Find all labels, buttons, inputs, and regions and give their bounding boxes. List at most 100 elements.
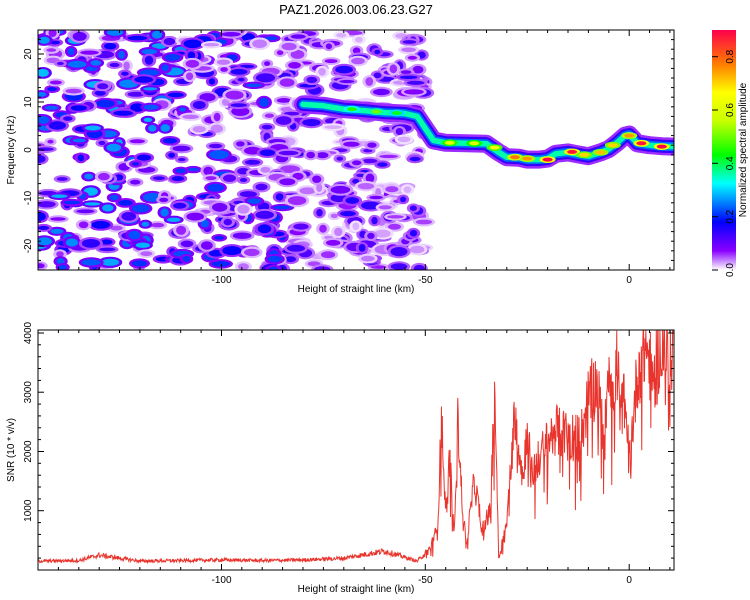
ridge-peak <box>444 140 455 145</box>
noise-blob <box>374 229 391 238</box>
noise-blob <box>97 83 109 90</box>
noise-blob <box>324 125 342 129</box>
noise-blob <box>321 251 336 259</box>
ridge-peak <box>607 143 618 148</box>
spectrogram-ridge <box>294 95 674 169</box>
noise-blob <box>275 193 284 201</box>
noise-blob <box>236 141 245 147</box>
noise-blob <box>377 162 388 167</box>
noise-blob <box>72 138 86 143</box>
noise-blob <box>81 259 101 266</box>
colorbar-tick-label: 0.8 <box>725 49 736 63</box>
noise-blob <box>334 227 343 237</box>
ridge-peak <box>579 152 590 157</box>
noise-blob <box>371 216 378 225</box>
noise-blob <box>98 140 106 146</box>
spectrogram-x-label: Height of straight line (km) <box>298 284 415 295</box>
noise-blob <box>299 187 316 195</box>
noise-blob <box>302 119 321 127</box>
colorbar-tick-label: 0.2 <box>725 209 736 223</box>
noise-blob <box>67 47 75 56</box>
noise-blob <box>281 42 297 51</box>
noise-blob <box>163 37 176 46</box>
noise-blob <box>401 47 416 53</box>
noise-blob <box>46 48 57 52</box>
ridge-peak <box>371 109 382 114</box>
noise-blob <box>362 158 378 164</box>
noise-blob <box>225 90 244 100</box>
noise-blob <box>139 69 160 76</box>
noise-blob <box>288 62 301 69</box>
noise-blob <box>159 197 169 203</box>
noise-blob <box>110 225 123 231</box>
noise-blob <box>118 50 125 59</box>
noise-blob <box>355 36 363 43</box>
noise-blob <box>361 201 381 210</box>
noise-blob <box>409 205 417 211</box>
noise-blob <box>130 179 141 185</box>
noise-blob <box>47 139 54 144</box>
noise-blob <box>129 139 145 144</box>
noise-blob <box>284 111 300 116</box>
noise-blob <box>143 117 153 122</box>
noise-blob <box>203 166 213 176</box>
noise-blob <box>273 205 292 210</box>
y-tick-label: 2000 <box>23 440 34 463</box>
noise-blob <box>361 255 375 262</box>
noise-blob <box>209 150 229 160</box>
noise-blob <box>109 194 119 201</box>
noise-blob <box>186 72 194 81</box>
noise-blob <box>358 244 366 252</box>
noise-blob <box>178 157 186 162</box>
noise-blob <box>102 204 114 212</box>
noise-blob <box>38 155 46 163</box>
noise-blob <box>143 87 158 91</box>
noise-blob <box>314 266 331 270</box>
noise-blob <box>216 59 231 65</box>
noise-blob <box>211 261 230 267</box>
noise-blob <box>316 183 323 192</box>
noise-blob <box>237 77 245 82</box>
noise-blob <box>182 114 199 120</box>
noise-blob <box>357 183 375 190</box>
noise-blob <box>109 62 120 68</box>
noise-blob <box>98 172 110 181</box>
noise-blob <box>237 263 249 270</box>
noise-blob <box>255 210 274 219</box>
noise-blob <box>130 103 145 112</box>
noise-blob <box>395 128 404 135</box>
noise-blob <box>318 67 326 76</box>
noise-blob <box>275 116 292 125</box>
noise-blob <box>160 208 169 217</box>
noise-blob <box>56 251 64 257</box>
noise-blob <box>192 101 206 109</box>
noise-blob <box>84 202 101 206</box>
colorbar-ticks: 0.0 0.2 0.4 0.6 0.8 <box>712 49 736 277</box>
noise-blob <box>56 258 65 265</box>
noise-blob <box>132 204 150 213</box>
noise-blob <box>232 232 252 239</box>
noise-blob <box>140 251 153 257</box>
y-tick-label: -20 <box>23 238 34 253</box>
y-tick-label: -10 <box>23 190 34 205</box>
noise-blob <box>207 183 224 192</box>
noise-blob <box>44 105 59 110</box>
noise-blob <box>230 68 248 75</box>
noise-blob <box>84 173 94 180</box>
noise-blob <box>151 30 163 39</box>
ridge-peak <box>391 111 402 115</box>
noise-blob <box>319 224 327 233</box>
noise-blob <box>132 162 139 166</box>
x-tick-label: -50 <box>418 575 433 586</box>
noise-blob <box>367 142 377 148</box>
noise-blob <box>65 88 82 94</box>
noise-blob <box>148 124 157 132</box>
noise-blob <box>38 237 53 246</box>
y-tick-label: 1000 <box>23 499 34 522</box>
noise-blob <box>63 200 81 205</box>
noise-blob <box>293 223 309 230</box>
noise-blob <box>400 196 407 203</box>
snr-x-label: Height of straight line (km) <box>298 584 415 595</box>
noise-blob <box>166 217 181 222</box>
